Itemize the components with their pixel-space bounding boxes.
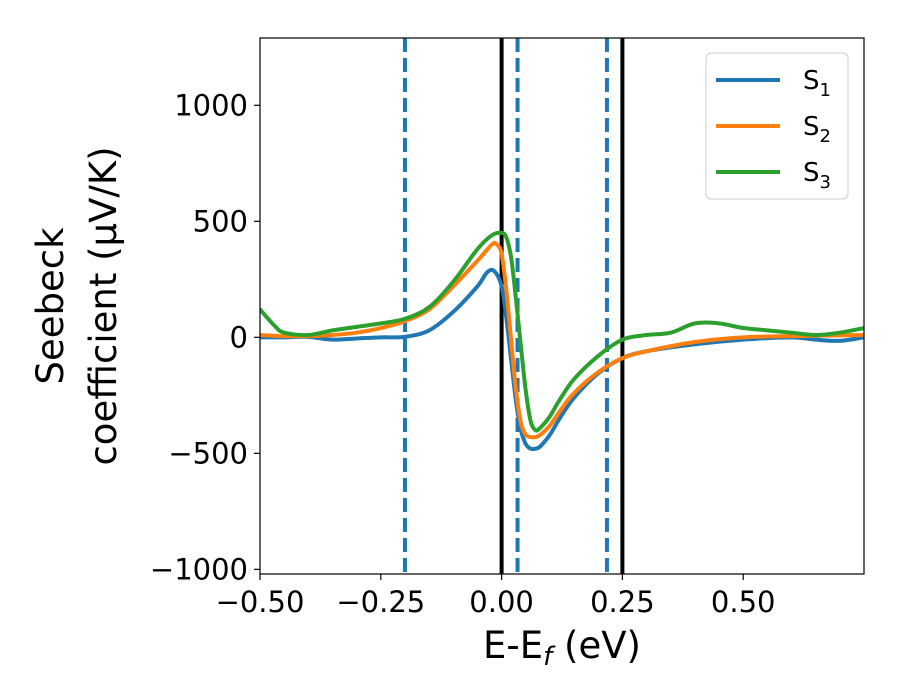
x-axis: −0.50 −0.25 0.00 0.25 0.50 [216, 574, 776, 619]
y-axis: −1000 −500 0 500 1000 [150, 88, 260, 586]
series-line-s3 [260, 230, 864, 433]
y-tick-label: 1000 [174, 88, 248, 122]
y-tick-label: 0 [230, 320, 248, 354]
y-axis-title-line2: coefficient (μV/K) [82, 146, 125, 465]
legend: S1 S2 S3 [705, 52, 849, 200]
x-tick-label: −0.25 [336, 585, 425, 619]
x-tick-label: 0.50 [711, 585, 776, 619]
y-tick-label: −1000 [150, 552, 248, 586]
x-axis-title: E-Ef (eV) [483, 624, 641, 672]
x-tick-label: −0.50 [216, 585, 305, 619]
series-lines [260, 230, 864, 452]
x-tick-label: 0.00 [469, 585, 534, 619]
x-tick-label: 0.25 [590, 585, 655, 619]
plot-frame [259, 37, 865, 575]
legend-label-s2: S2 [803, 112, 831, 147]
series-line-s2 [260, 240, 864, 440]
y-tick-label: −500 [168, 436, 248, 470]
y-axis-title-line1: Seebeck [29, 227, 72, 385]
legend-label-s1: S1 [803, 66, 831, 101]
y-tick-label: 500 [193, 204, 248, 238]
legend-label-s3: S3 [803, 158, 831, 193]
